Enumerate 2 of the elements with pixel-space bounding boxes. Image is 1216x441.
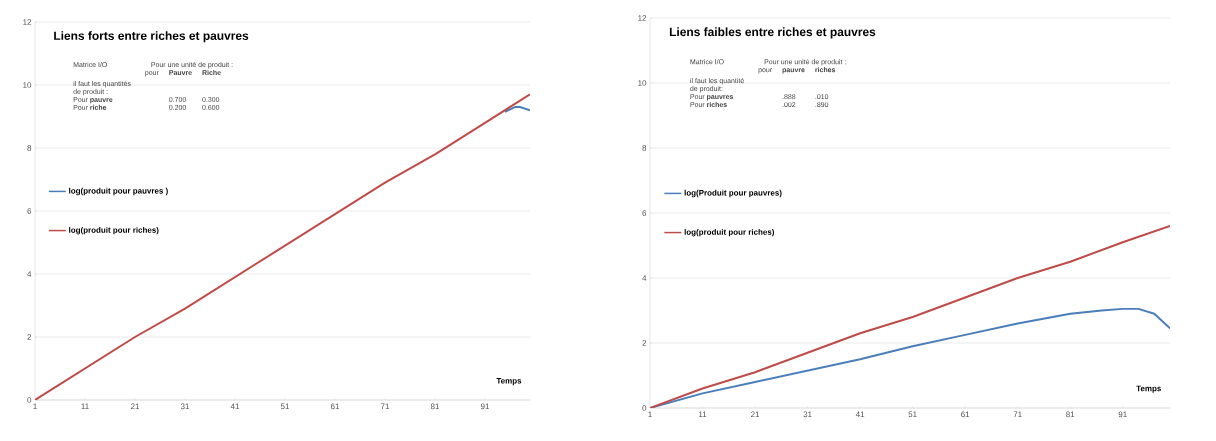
text: Liens forts entre riches et pauvres xyxy=(54,31,249,43)
text: Liens faibles entre riches et pauvres xyxy=(669,27,876,39)
